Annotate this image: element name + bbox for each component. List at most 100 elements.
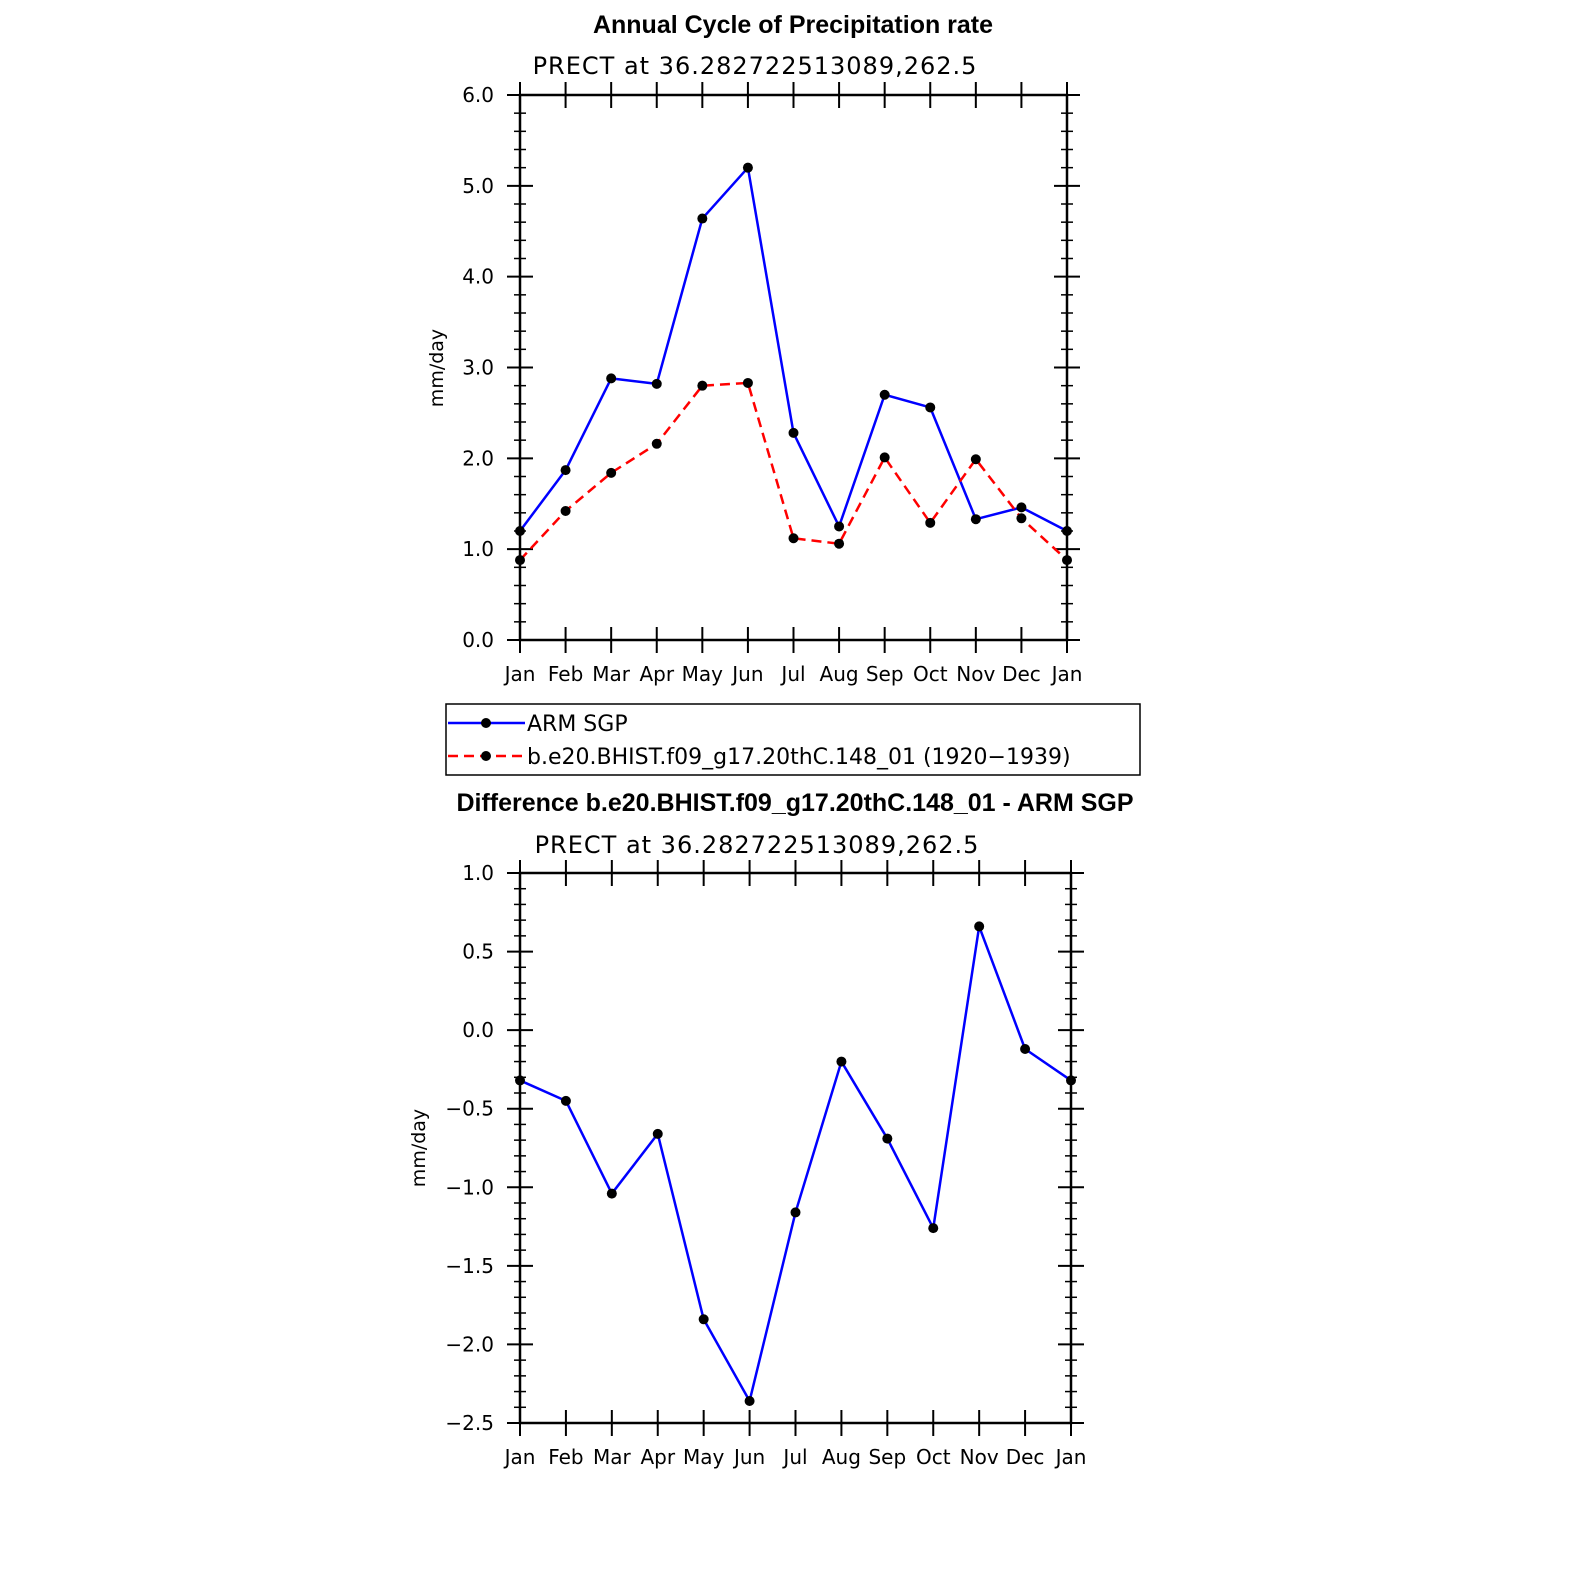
data-point: [606, 1188, 617, 1199]
data-point: [515, 555, 525, 566]
y-tick-label: 6.0: [462, 83, 494, 107]
data-point: [1020, 1044, 1031, 1054]
data-point: [836, 1056, 847, 1067]
top-plot-area: 0.0 1.0 2.0 3.0 4.0 5.0 6.0 Jan Feb Mar Apr May Jun J…: [462, 82, 1082, 686]
data-point: [697, 213, 708, 224]
x-tick-label: Apr: [639, 662, 674, 686]
x-tick-label: Nov: [956, 662, 995, 686]
plot-frame-1: [518, 871, 1073, 1425]
x-tick-label: May: [683, 1445, 725, 1469]
y-tick-label: 1.0: [462, 537, 494, 561]
x-tick-label: Jan: [503, 1445, 536, 1469]
legend-marker-model: [481, 751, 491, 761]
y-tick-label: 0.5: [462, 940, 494, 964]
y-tick-label: 0.0: [462, 628, 494, 652]
data-point: [970, 454, 981, 465]
x-tick-label: Oct: [913, 662, 948, 686]
x-tick-label: Dec: [1002, 662, 1041, 686]
data-point: [560, 506, 571, 517]
data-point: [834, 538, 845, 549]
x-tick-label: Jan: [503, 662, 536, 686]
data-point: [651, 378, 662, 389]
data-point: [515, 526, 525, 536]
x-tick-label: Jul: [779, 662, 805, 686]
legend-box: [445, 703, 1141, 776]
x-tick-label: Sep: [868, 1445, 906, 1469]
y-tick-label: 4.0: [462, 265, 494, 289]
data-point: [1062, 555, 1072, 566]
data-point: [652, 1128, 663, 1139]
legend-marker-arm-sgp: [481, 718, 491, 728]
data-point: [742, 162, 753, 173]
data-point: [879, 452, 890, 463]
data-point: [744, 1396, 755, 1406]
data-point: [1066, 1075, 1076, 1086]
y-tick-label: −2.0: [445, 1332, 494, 1356]
x-tick-label: Feb: [548, 1445, 583, 1469]
data-point: [515, 1075, 525, 1086]
series-line-0: [518, 166, 1068, 533]
bottom-plot-area: −2.5 −2.0 −1.5 −1.0 −0.5 0.0 0.5 1.0 Jan Feb Mar Ap…: [445, 860, 1086, 1469]
data-point: [1062, 526, 1072, 536]
data-point: [742, 377, 753, 388]
x-tick-label: Jun: [730, 662, 763, 686]
x-tick-label: Jun: [732, 1445, 765, 1469]
x-tick-label: Feb: [548, 662, 583, 686]
data-point: [925, 402, 936, 413]
bottom-chart: Difference b.e20.BHIST.f09_g17.20thC.148…: [408, 789, 1134, 1469]
legend-label-arm-sgp: ARM SGP: [527, 712, 628, 737]
data-point: [788, 533, 799, 544]
data-point: [834, 521, 845, 532]
x-tick-label: Mar: [593, 1445, 632, 1469]
data-point: [882, 1133, 893, 1144]
top-chart: Annual Cycle of Precipitation rate PRECT…: [426, 11, 1082, 686]
data-point: [925, 517, 936, 528]
data-point: [1016, 502, 1027, 513]
bottom-chart-subtitle: PRECT at 36.282722513089,262.5: [535, 831, 980, 859]
y-tick-label: −0.5: [445, 1097, 494, 1121]
bottom-chart-ylabel: mm/day: [408, 1109, 430, 1187]
data-point: [697, 380, 708, 391]
top-chart-ylabel: mm/day: [426, 329, 448, 407]
plot-frame-0: [518, 93, 1069, 642]
x-tick-label: Dec: [1006, 1445, 1045, 1469]
data-point: [651, 438, 662, 449]
x-tick-label: Apr: [640, 1445, 675, 1469]
data-point: [790, 1207, 801, 1218]
data-point: [560, 465, 571, 476]
top-chart-title: Annual Cycle of Precipitation rate: [593, 11, 993, 39]
data-point: [606, 467, 617, 478]
y-tick-label: 0.0: [462, 1018, 494, 1042]
data-point: [879, 389, 890, 400]
top-chart-subtitle: PRECT at 36.282722513089,262.5: [533, 52, 978, 80]
y-tick-label: −1.0: [445, 1175, 494, 1199]
data-point: [560, 1095, 571, 1106]
x-tick-label: Aug: [822, 1445, 861, 1469]
data-point: [698, 1314, 709, 1325]
data-point: [606, 373, 617, 384]
legend-label-model: b.e20.BHIST.f09_g17.20thC.148_01 (1920−1…: [527, 745, 1071, 770]
x-tick-label: Jan: [1050, 662, 1083, 686]
x-tick-label: Sep: [866, 662, 904, 686]
data-point: [928, 1223, 939, 1234]
x-tick-label: Mar: [592, 662, 631, 686]
x-tick-label: May: [682, 662, 724, 686]
data-point: [1016, 513, 1027, 524]
y-tick-label: 1.0: [462, 861, 494, 885]
series-line-0: [519, 925, 1072, 1403]
y-tick-label: 3.0: [462, 356, 494, 380]
bottom-chart-title: Difference b.e20.BHIST.f09_g17.20thC.148…: [456, 789, 1133, 817]
y-tick-label: −1.5: [445, 1254, 494, 1278]
y-tick-label: 5.0: [462, 174, 494, 198]
x-tick-label: Oct: [916, 1445, 951, 1469]
y-tick-label: −2.5: [445, 1411, 494, 1435]
legend: ARM SGP b.e20.BHIST.f09_g17.20thC.148_01…: [445, 703, 1141, 776]
x-tick-label: Aug: [820, 662, 859, 686]
x-tick-label: Jul: [781, 1445, 807, 1469]
data-point: [788, 427, 799, 438]
x-tick-label: Jan: [1054, 1445, 1087, 1469]
data-point: [970, 514, 981, 525]
x-tick-label: Nov: [960, 1445, 999, 1469]
data-point: [974, 921, 985, 932]
